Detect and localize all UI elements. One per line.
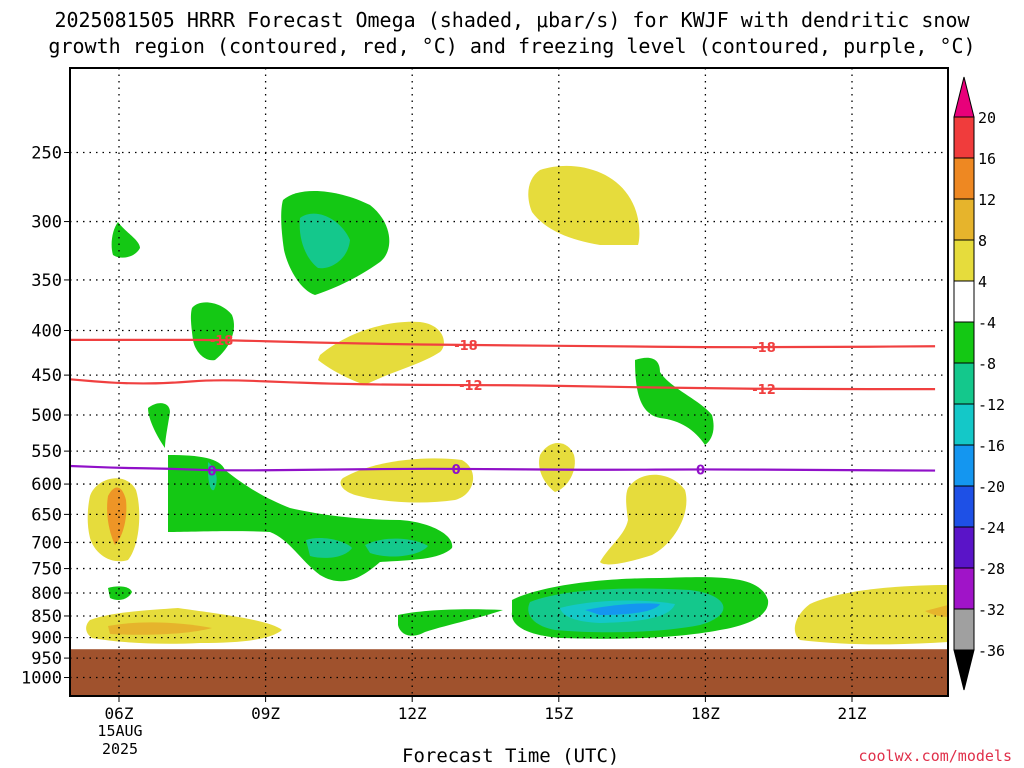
- contour-label: -18: [210, 334, 234, 349]
- colorbar-label: -28: [978, 560, 1005, 578]
- chart-title-line-1: 2025081505 HRRR Forecast Omega (shaded, …: [54, 8, 970, 32]
- x-axis-title: Forecast Time (UTC): [402, 745, 620, 767]
- x-tick-label: 06Z: [105, 704, 134, 723]
- colorbar-label: -12: [978, 396, 1005, 414]
- colorbar-label: -16: [978, 437, 1005, 455]
- x-tick-label: 15Z: [544, 704, 573, 723]
- chart-title-line-2: growth region (contoured, red, °C) and f…: [48, 34, 976, 58]
- omega-area-positive: [539, 442, 575, 492]
- omega-area-negative: [299, 213, 350, 269]
- y-tick-label: 1000: [21, 669, 62, 689]
- colorbar-segment: [953, 567, 975, 610]
- temperature-contours: -18 -18 -18 -12 -12 0 0 0: [70, 334, 936, 479]
- colorbar-segment: [953, 239, 975, 282]
- contour-label: 0: [452, 463, 461, 478]
- below-ground-area: [70, 649, 948, 696]
- contour-line: [70, 338, 936, 349]
- plot-frame: [69, 67, 949, 697]
- y-tick-label: 750: [31, 560, 62, 580]
- colorbar-label: 4: [978, 273, 987, 291]
- colorbar-segment: [953, 321, 975, 364]
- source-credit: coolwx.com/models: [858, 747, 1012, 765]
- contour-label: -12: [459, 379, 483, 394]
- omega-area-negative: [148, 403, 170, 448]
- contour-label: -18: [752, 341, 776, 356]
- omega-area-positive: [925, 605, 948, 617]
- colorbar-legend: 20 16 12 8 4 -4 -8 -12 -16 -20 -24 -28 -32 -36: [953, 76, 1005, 691]
- contour-label: 0: [696, 463, 705, 478]
- colorbar-segment: [953, 157, 975, 200]
- contour-line: [70, 464, 936, 472]
- y-tick-label: 500: [31, 406, 62, 426]
- y-tick-label: 450: [31, 366, 62, 386]
- x-axis-ticks: 06Z 09Z 12Z 15Z 18Z 21Z: [105, 696, 867, 723]
- contour-label: 0: [207, 464, 216, 479]
- colorbar-bottom-arrow: [953, 649, 975, 691]
- x-tick-label: 21Z: [838, 704, 867, 723]
- x-tick-label: 18Z: [691, 704, 720, 723]
- colorbar-segment: [953, 444, 975, 487]
- colorbar-segment: [953, 485, 975, 528]
- y-tick-label: 550: [31, 442, 62, 462]
- colorbar-segment: [953, 362, 975, 405]
- contour-label: -18: [454, 339, 478, 354]
- colorbar-segment: [953, 280, 975, 323]
- contour-label: -12: [752, 383, 776, 398]
- y-tick-label: 950: [31, 649, 62, 669]
- colorbar-segment: [953, 198, 975, 241]
- colorbar-label: 20: [978, 109, 996, 127]
- omega-area-negative: [111, 222, 140, 258]
- colorbar-label: 12: [978, 191, 996, 209]
- omega-area-positive: [107, 487, 127, 545]
- omega-area-positive: [794, 585, 948, 645]
- colorbar-segment: [953, 403, 975, 446]
- date-day-label: 15AUG: [97, 722, 143, 740]
- y-tick-label: 850: [31, 607, 62, 627]
- y-tick-label: 400: [31, 322, 62, 342]
- y-tick-label: 700: [31, 533, 62, 553]
- x-tick-label: 09Z: [251, 704, 280, 723]
- colorbar-label: -32: [978, 601, 1005, 619]
- colorbar-label: -4: [978, 314, 996, 332]
- colorbar-label: -20: [978, 478, 1005, 496]
- y-tick-label: 600: [31, 475, 62, 495]
- y-tick-label: 800: [31, 584, 62, 604]
- omega-area-negative: [190, 302, 235, 361]
- colorbar-label: 16: [978, 150, 996, 168]
- colorbar-segment: [953, 526, 975, 569]
- y-tick-label: 250: [31, 144, 62, 164]
- colorbar-label: -8: [978, 355, 996, 373]
- omega-shading: [86, 165, 948, 645]
- omega-area-negative: [398, 609, 503, 636]
- date-year-label: 2025: [101, 740, 139, 758]
- colorbar-label: -24: [978, 519, 1005, 537]
- colorbar-segment: [953, 608, 975, 651]
- colorbar-label: 8: [978, 232, 987, 250]
- chart-grid: [70, 68, 948, 696]
- omega-area-negative: [635, 357, 714, 445]
- x-tick-label: 12Z: [398, 704, 427, 723]
- omega-area-positive: [528, 165, 640, 245]
- omega-area-negative: [108, 586, 132, 600]
- omega-area-positive: [600, 474, 687, 565]
- y-tick-label: 900: [31, 629, 62, 649]
- omega-area-positive: [108, 622, 212, 635]
- colorbar-top-arrow: [953, 76, 975, 118]
- y-axis-ticks: 2503003504004505005506006507007508008509…: [21, 144, 70, 689]
- contour-line: [70, 378, 936, 391]
- y-tick-label: 650: [31, 505, 62, 525]
- colorbar-label: -36: [978, 642, 1005, 660]
- y-tick-label: 300: [31, 213, 62, 233]
- omega-area-positive: [318, 321, 444, 385]
- omega-area-negative: [585, 603, 660, 615]
- colorbar-segment: [953, 116, 975, 159]
- y-tick-label: 350: [31, 271, 62, 291]
